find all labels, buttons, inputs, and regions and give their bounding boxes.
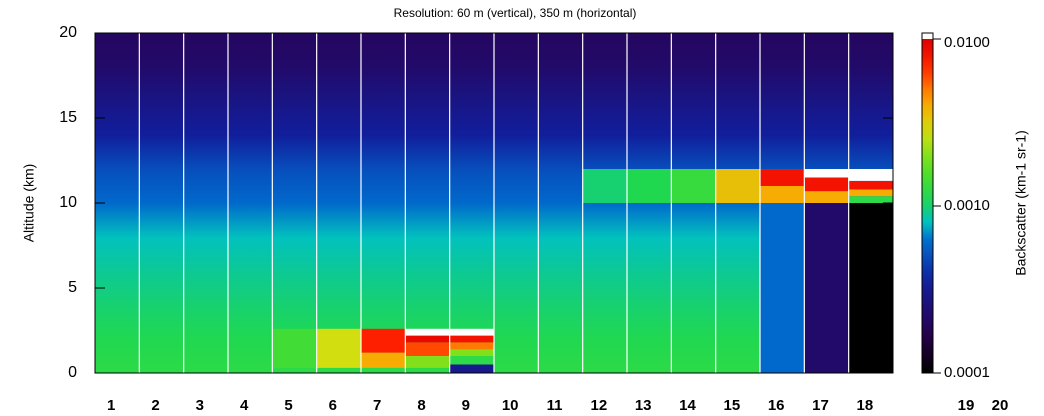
colorbar-frame <box>921 32 934 374</box>
x-tick-label: 8 <box>417 397 425 414</box>
layer <box>405 328 450 336</box>
colorbar-tick-label: 0.0010 <box>944 197 990 214</box>
chart-title: Resolution: 60 m (vertical), 350 m (hori… <box>394 6 637 20</box>
x-tick-label: 10 <box>502 397 519 414</box>
layer <box>316 328 361 368</box>
layer <box>804 203 849 373</box>
y-tick-label: 20 <box>59 24 77 41</box>
layer <box>449 342 494 350</box>
layer <box>449 364 494 373</box>
x-tick-label: 20 <box>992 397 1009 414</box>
layer <box>449 335 494 343</box>
layer <box>449 356 494 365</box>
layer <box>405 342 450 356</box>
layer <box>848 196 893 203</box>
y-tick-label: 10 <box>59 194 77 211</box>
x-tick-label: 3 <box>196 397 204 414</box>
layer <box>449 328 494 336</box>
x-tick-label: 16 <box>768 397 785 414</box>
y-axis-label: Altitude (km) <box>21 164 37 243</box>
layer <box>760 203 805 373</box>
x-tick-label: 5 <box>284 397 292 414</box>
x-tick-label: 13 <box>635 397 652 414</box>
layer <box>848 180 893 190</box>
layer <box>848 189 893 197</box>
layer <box>627 169 672 203</box>
x-tick-label: 4 <box>240 397 249 414</box>
layer <box>272 328 317 368</box>
layer <box>760 186 805 203</box>
colorbar-tick-label: 0.0001 <box>944 364 990 381</box>
layer <box>361 328 406 353</box>
layer <box>760 169 805 186</box>
colorbar <box>922 39 933 373</box>
x-tick-label: 15 <box>723 397 740 414</box>
x-tick-label: 9 <box>462 397 470 414</box>
x-tick-label: 7 <box>373 397 381 414</box>
x-tick-label: 6 <box>329 397 337 414</box>
x-tick-label: 19 <box>958 397 975 414</box>
colorbar-label: Backscatter (km-1 sr-1) <box>1013 130 1029 275</box>
layer <box>804 191 849 203</box>
y-tick-label: 0 <box>68 364 77 381</box>
x-tick-label: 11 <box>547 397 563 414</box>
colorbar-top <box>922 33 933 39</box>
colorbar-tick-label: 0.0100 <box>944 34 990 51</box>
x-tick-label: 18 <box>856 397 873 414</box>
layer <box>449 349 494 356</box>
x-tick-label: 17 <box>812 397 829 414</box>
x-tick-label: 1 <box>107 397 115 414</box>
y-tick-label: 15 <box>59 109 77 126</box>
x-tick-label: 12 <box>590 397 607 414</box>
layer <box>848 169 893 181</box>
x-tick-label: 14 <box>679 397 696 414</box>
layer <box>405 356 450 368</box>
layer <box>804 177 849 192</box>
layer <box>804 169 849 178</box>
layer <box>361 352 406 368</box>
layer <box>582 169 627 203</box>
layer <box>671 169 716 203</box>
x-tick-label: 2 <box>151 397 159 414</box>
layer <box>715 169 760 203</box>
y-tick-label: 5 <box>68 279 77 296</box>
layer <box>405 335 450 343</box>
